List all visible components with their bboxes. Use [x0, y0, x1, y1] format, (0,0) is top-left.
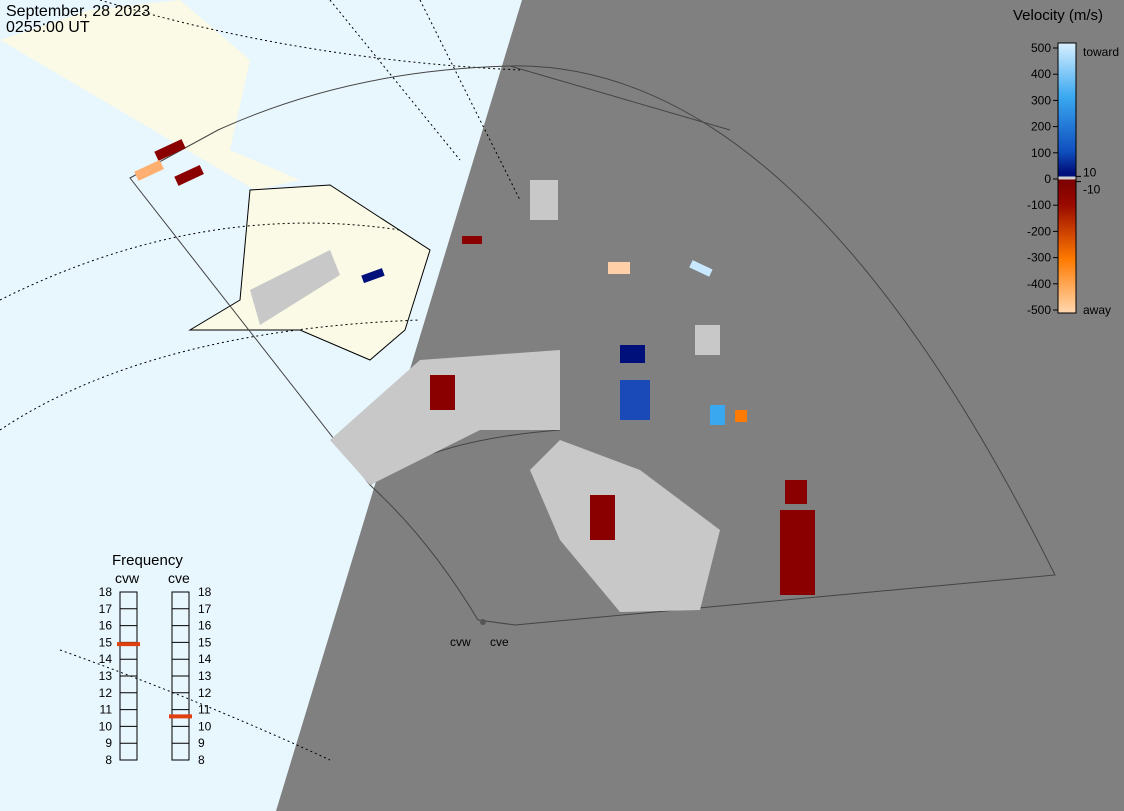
land-daylight — [0, 0, 300, 190]
frequency-tick-label: 10 — [99, 719, 113, 733]
frequency-tick-label: 11 — [100, 703, 113, 717]
time: 0255:00 UT — [6, 19, 90, 36]
velocity-colorbar — [1057, 42, 1077, 314]
frequency-tick-label: 13 — [198, 669, 212, 683]
velocity-cells — [134, 139, 815, 612]
frequency-tick-label: 15 — [198, 635, 212, 649]
frequency-tick-label: 12 — [99, 686, 113, 700]
velocity-inner-label: -10 — [1083, 183, 1101, 197]
graticule — [0, 0, 521, 761]
velocity-tick-label: -400 — [1027, 277, 1051, 291]
frequency-title: Frequency — [112, 552, 183, 569]
velocity-tick-label: 200 — [1031, 120, 1051, 134]
velocity-tick-label: 300 — [1031, 93, 1051, 107]
frequency-tick-label: 16 — [198, 619, 212, 633]
frequency-tick-label: 10 — [198, 719, 212, 733]
frequency-tick-label: 15 — [99, 635, 113, 649]
date: September, 28 2023 — [6, 3, 150, 20]
frequency-tick-label: 16 — [99, 619, 113, 633]
frequency-tick-label: 9 — [198, 736, 205, 750]
velocity-tick-label: 0 — [1044, 172, 1051, 186]
velocity-tick-label: 400 — [1031, 67, 1051, 81]
night-side — [276, 0, 1124, 811]
frequency-tick-label: 8 — [105, 753, 112, 767]
velocity-tick-label: -500 — [1027, 303, 1051, 317]
frequency-tick-label: 11 — [198, 703, 211, 717]
toward-label: toward — [1083, 45, 1119, 59]
frequency-tick-label: 13 — [99, 669, 113, 683]
radar-site — [480, 619, 486, 625]
radar-name: cve — [168, 570, 190, 586]
velocity-title: Velocity (m/s) — [1013, 7, 1103, 24]
frequency-tick-label: 18 — [99, 585, 113, 599]
frequency-tick-label: 8 — [198, 753, 205, 767]
frequency-tick-label: 9 — [105, 736, 112, 750]
velocity-tick-label: -300 — [1027, 251, 1051, 265]
frequency-tick-label: 17 — [198, 602, 212, 616]
velocity-inner-label: 10 — [1083, 165, 1097, 179]
frequency-tick-label: 14 — [99, 652, 113, 666]
radar-label: cve — [490, 635, 509, 649]
velocity-tick-label: -200 — [1027, 224, 1051, 238]
frequency-tick-label: 12 — [198, 686, 212, 700]
radar-name: cvw — [115, 570, 140, 586]
velocity-tick-label: 500 — [1031, 41, 1051, 55]
radar-label: cvw — [450, 635, 471, 649]
velocity-tick-label: -100 — [1027, 198, 1051, 212]
frequency-tick-label: 14 — [198, 652, 212, 666]
velocity-tick-label: 100 — [1031, 146, 1051, 160]
frequency-tick-label: 18 — [198, 585, 212, 599]
frequency-tick-label: 17 — [99, 602, 113, 616]
away-label: away — [1083, 303, 1111, 317]
